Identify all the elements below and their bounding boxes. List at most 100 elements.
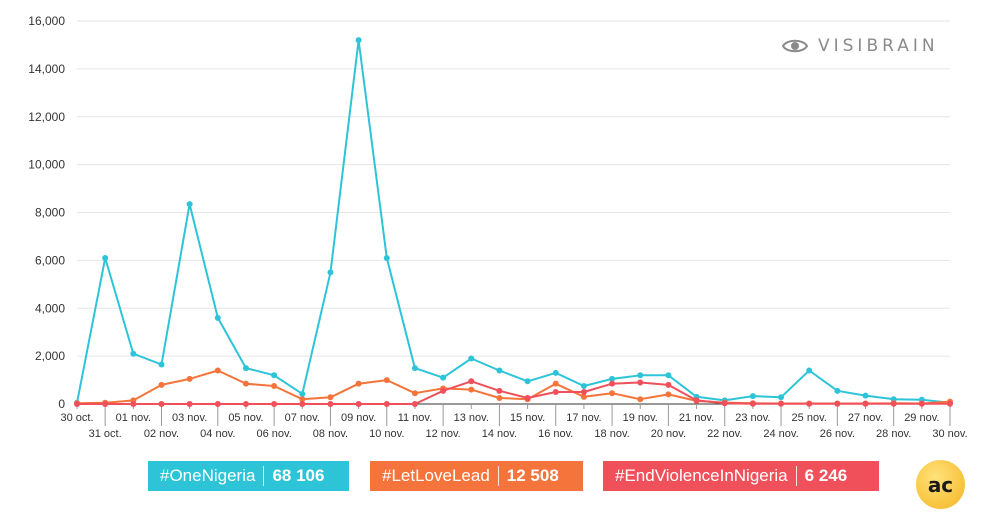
x-tick-label: 13 nov.	[454, 412, 489, 424]
y-tick-label: 2,000	[35, 349, 65, 363]
x-tick-label: 12 nov.	[425, 428, 460, 440]
data-point	[665, 381, 672, 388]
data-point	[862, 400, 869, 407]
legend-separator	[497, 466, 499, 486]
data-point	[102, 254, 109, 261]
data-point	[214, 314, 221, 321]
x-tick-label: 22 nov.	[707, 428, 742, 440]
x-tick-label: 30 oct.	[60, 412, 93, 424]
data-point	[383, 377, 390, 384]
x-tick-label: 15 nov.	[510, 412, 545, 424]
data-point	[355, 37, 362, 44]
data-point	[524, 395, 531, 402]
data-point	[327, 401, 334, 407]
data-point	[468, 386, 475, 393]
line-chart: 0 2,000 4,000 6,000 8,000 10,000 12,000 14,000 1…	[28, 14, 967, 440]
legend-item-letlovelead[interactable]: #LetLoveLead 12 508	[370, 461, 583, 491]
data-point	[186, 401, 193, 407]
data-point	[299, 401, 306, 407]
data-point	[552, 389, 559, 396]
legend-tag: #LetLoveLead	[382, 466, 490, 485]
y-tick-label: 14,000	[28, 62, 65, 76]
legend-item-endviolenceinnigeria[interactable]: #EndViolenceInNigeria 6 246	[603, 461, 879, 491]
data-point	[242, 401, 249, 407]
x-tick-label: 20 nov.	[651, 428, 686, 440]
legend-total: 6 246	[804, 466, 848, 485]
x-tick-label: 18 nov.	[594, 428, 629, 440]
data-point	[74, 401, 80, 407]
data-point	[468, 355, 475, 362]
brand-name: VISIBRAIN	[818, 36, 939, 56]
data-point	[102, 401, 109, 407]
data-point	[580, 393, 587, 400]
data-point	[778, 400, 785, 407]
x-tick-label: 02 nov.	[144, 428, 179, 440]
data-point	[411, 365, 418, 372]
data-point	[918, 400, 925, 407]
visibrain-logo: VISIBRAIN	[782, 36, 939, 56]
data-point	[411, 390, 418, 397]
data-point	[609, 380, 616, 387]
legend-total: 68 106	[272, 466, 325, 485]
badge-text: ac	[927, 472, 954, 497]
y-axis-ticks: 0 2,000 4,000 6,000 8,000 10,000 12,000 14,000 1…	[28, 14, 65, 411]
x-tick-label: 01 nov.	[116, 412, 151, 424]
legend-item-onenigeria[interactable]: #OneNigeria 68 106	[148, 461, 349, 491]
data-point	[214, 367, 221, 374]
x-tick-label: 06 nov.	[256, 428, 291, 440]
series-letlovelead	[74, 367, 953, 407]
y-tick-label: 6,000	[35, 253, 65, 267]
legend-separator	[263, 466, 265, 486]
legend-tag: #OneNigeria	[160, 466, 256, 485]
y-tick-label: 0	[58, 397, 65, 411]
y-tick-label: 12,000	[28, 110, 65, 124]
data-point	[355, 380, 362, 387]
chart-series	[74, 37, 953, 407]
chart-grid	[77, 20, 950, 357]
series-onenigeria	[74, 37, 953, 406]
ac-logo-icon: ac	[916, 460, 965, 509]
data-point	[637, 396, 644, 403]
data-point	[609, 390, 616, 397]
data-point	[552, 380, 559, 387]
data-point	[130, 401, 137, 407]
x-tick-label: 03 nov.	[172, 412, 207, 424]
data-point	[806, 367, 813, 374]
data-point	[637, 372, 644, 379]
x-tick-label: 25 nov.	[792, 412, 827, 424]
x-tick-label: 07 nov.	[285, 412, 320, 424]
data-point	[890, 400, 897, 407]
x-tick-label: 31 oct.	[89, 428, 122, 440]
x-tick-label: 28 nov.	[876, 428, 911, 440]
series-endviolenceinnigeria	[74, 378, 953, 407]
data-point	[552, 369, 559, 376]
x-tick-label: 30 nov.	[932, 428, 967, 440]
data-point	[271, 372, 278, 379]
series-line	[76, 39, 951, 404]
x-tick-label: 10 nov.	[369, 428, 404, 440]
legend-total: 12 508	[506, 466, 559, 485]
data-point	[749, 393, 756, 400]
x-tick-label: 11 nov.	[398, 412, 432, 424]
x-tick-label: 08 nov.	[313, 428, 348, 440]
data-point	[299, 396, 306, 403]
data-point	[834, 387, 841, 394]
x-tick-label: 29 nov.	[904, 412, 939, 424]
data-point	[580, 389, 587, 396]
x-tick-label: 23 nov.	[735, 412, 770, 424]
x-tick-label: 05 nov.	[228, 412, 263, 424]
data-point	[524, 378, 531, 385]
data-point	[496, 367, 503, 374]
data-point	[186, 375, 193, 382]
eye-icon	[782, 39, 808, 53]
y-tick-label: 10,000	[28, 158, 65, 172]
data-point	[186, 201, 193, 208]
data-point	[355, 401, 362, 407]
data-point	[721, 400, 728, 407]
data-point	[242, 380, 249, 387]
data-point	[806, 400, 813, 407]
data-point	[271, 383, 278, 390]
series-line	[77, 380, 950, 405]
x-tick-label: 09 nov.	[341, 412, 376, 424]
data-point	[327, 394, 334, 401]
